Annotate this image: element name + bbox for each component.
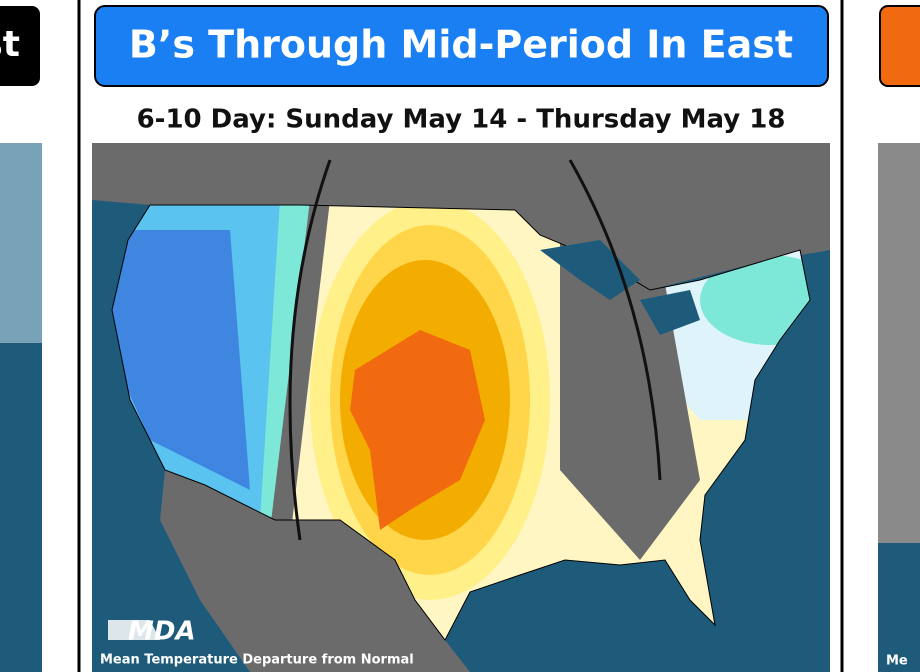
warmest bbox=[350, 330, 485, 530]
mexico bbox=[160, 470, 470, 672]
right-panel: Me bbox=[878, 5, 920, 672]
colder bbox=[112, 230, 250, 490]
great-lakes bbox=[540, 240, 700, 335]
caption-fragment: Me bbox=[886, 654, 908, 669]
subtitle: 6-10 Day: Sunday May 14 - Thursday May 1… bbox=[137, 105, 786, 135]
title-box bbox=[879, 5, 920, 87]
contour-west bbox=[288, 159, 332, 541]
map: MDA Mean Temperature Departure from Norm… bbox=[92, 143, 830, 672]
us-anomalies bbox=[112, 205, 810, 640]
center-panel: B’s Through Mid-Period In East 6-10 Day:… bbox=[77, 0, 844, 672]
left-panel: st bbox=[0, 6, 42, 672]
title-box bbox=[0, 6, 40, 86]
canada bbox=[92, 143, 830, 290]
title-box bbox=[94, 5, 829, 87]
caption: Mean Temperature Departure from Normal bbox=[100, 653, 414, 668]
title-fragment: st bbox=[0, 24, 20, 65]
logo-icon bbox=[108, 620, 160, 640]
us-outline bbox=[111, 204, 811, 641]
logo: MDA bbox=[128, 617, 196, 647]
contour-east bbox=[568, 159, 662, 481]
title: B’s Through Mid-Period In East bbox=[129, 23, 793, 67]
map-fragment-land bbox=[0, 143, 42, 343]
map-fragment-land bbox=[878, 143, 920, 543]
